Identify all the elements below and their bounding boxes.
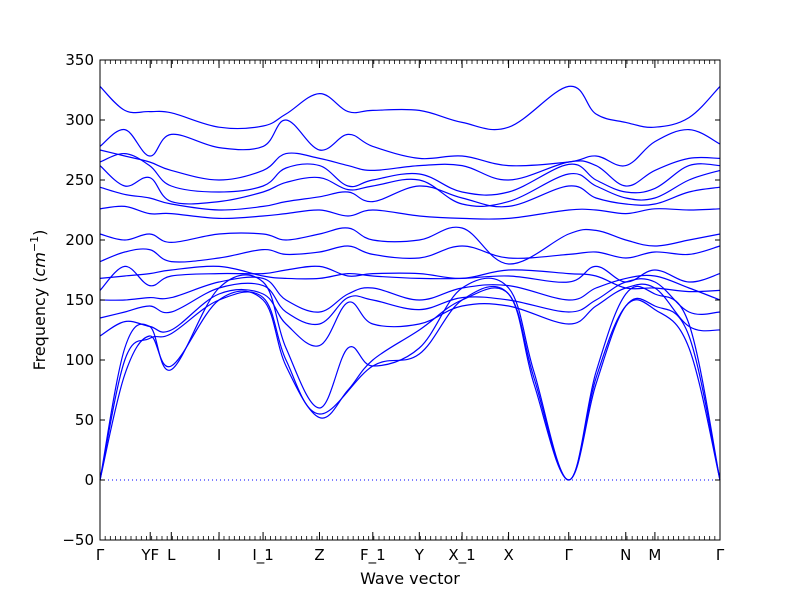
x-special-point-label: L (167, 546, 176, 564)
y-tick-label: 50 (75, 411, 94, 429)
phonon-branch-16 (99, 119, 721, 167)
phonon-branch-13 (99, 165, 721, 207)
phonon-branch-9 (99, 245, 721, 263)
y-tick-label: 0 (84, 471, 94, 489)
series-layer (99, 85, 721, 481)
y-tick-label: 150 (65, 291, 94, 309)
x-special-point-label: M (648, 546, 661, 564)
x-special-point-label: X (503, 546, 513, 564)
phonon-branch-11 (99, 205, 721, 220)
x-special-point-label: Z (314, 546, 324, 564)
phonon-branch-12 (99, 185, 721, 211)
y-axis-title-close: ) (30, 230, 49, 236)
phonon-branch-8 (99, 265, 721, 283)
y-tick-label: 350 (65, 51, 94, 69)
x-special-point-label: I (217, 546, 221, 564)
phonon-branch-15 (99, 149, 721, 187)
phonon-branch-14 (99, 152, 721, 196)
y-axis-title-sup: −1 (28, 236, 41, 252)
phonon-branch-2 (99, 287, 721, 481)
y-axis-title: Frequency (cm−1) (28, 230, 49, 371)
ticks-layer (99, 59, 721, 541)
phonon-branch-3 (99, 274, 721, 481)
phonon-branch-10 (99, 226, 721, 265)
y-tick-label: 200 (65, 231, 94, 249)
y-axis-title-text: Frequency ( (30, 276, 49, 370)
x-special-point-label: I_1 (252, 546, 273, 565)
x-special-point-label: Γ (565, 546, 574, 564)
phonon-branch-17 (99, 85, 721, 131)
phonon-branch-1 (99, 285, 721, 481)
y-tick-label: 100 (65, 351, 94, 369)
y-tick-label: −50 (62, 531, 94, 549)
x-special-point-label: N (620, 546, 631, 564)
plot-frame (99, 59, 721, 541)
x-axis-title: Wave vector (360, 569, 460, 588)
x-tick-labels: Γ YF L I I_1 Z F_1 Y X_1 X Γ N M Γ (96, 546, 725, 565)
phonon-branch-6 (99, 274, 721, 313)
y-tick-label: 300 (65, 111, 94, 129)
y-tick-label: 250 (65, 171, 94, 189)
x-special-point-label: YF (140, 546, 159, 564)
x-special-point-label: Γ (96, 546, 105, 564)
x-special-point-label: Γ (716, 546, 725, 564)
y-tick-labels: −50 0 50 100 150 200 250 300 350 (62, 51, 94, 549)
x-special-point-label: X_1 (448, 546, 475, 565)
x-special-point-label: F_1 (360, 546, 386, 565)
x-special-point-label: Y (414, 546, 425, 564)
y-axis-title-unit: cm (30, 252, 49, 276)
phonon-branch-7 (99, 265, 721, 293)
